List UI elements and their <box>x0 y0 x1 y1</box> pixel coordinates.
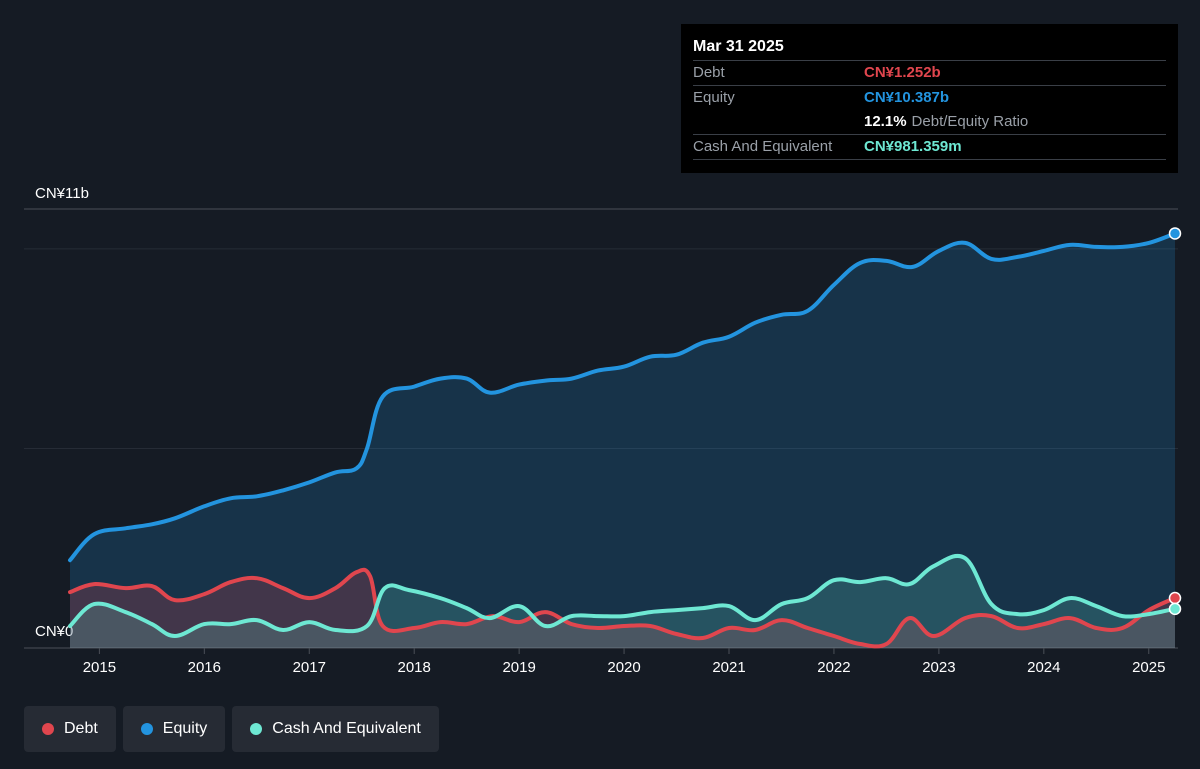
tooltip-ratio-value: 12.1% <box>864 113 907 130</box>
cash-area <box>70 555 1175 648</box>
x-tick-label-2020: 2020 <box>607 659 640 676</box>
tooltip: Mar 31 2025 Debt CN¥1.252b Equity CN¥10.… <box>681 24 1178 173</box>
y-tick-label-min: CN¥0 <box>35 623 73 640</box>
x-tick-label-2015: 2015 <box>83 659 116 676</box>
legend-item-cash[interactable]: Cash And Equivalent <box>232 706 439 752</box>
x-tick-label-2023: 2023 <box>922 659 955 676</box>
legend: Debt Equity Cash And Equivalent <box>24 706 439 752</box>
equity-area <box>70 233 1175 648</box>
legend-label-debt: Debt <box>64 720 98 737</box>
legend-label-equity: Equity <box>162 720 208 737</box>
legend-label-cash: Cash And Equivalent <box>272 720 421 737</box>
tooltip-equity-value: CN¥10.387b <box>864 89 950 106</box>
x-tick-label-2019: 2019 <box>502 659 535 676</box>
equity-line <box>68 231 1177 563</box>
x-tick-label-2018: 2018 <box>398 659 431 676</box>
debt-end-point[interactable] <box>1168 591 1182 605</box>
x-tick-label-2021: 2021 <box>712 659 745 676</box>
cash-line <box>68 553 1177 638</box>
x-tick-label-2025: 2025 <box>1132 659 1165 676</box>
debt-dot-icon <box>42 723 54 735</box>
tooltip-row-debt: Debt CN¥1.252b <box>693 60 1166 85</box>
tooltip-cash-value: CN¥981.359m <box>864 138 962 155</box>
equity-end-point[interactable] <box>1168 227 1182 240</box>
tooltip-debt-label: Debt <box>693 64 725 81</box>
x-tick-label-2022: 2022 <box>817 659 850 676</box>
cash-end-point[interactable] <box>1168 602 1182 616</box>
debt-area <box>70 569 1175 648</box>
tooltip-row-equity: Equity CN¥10.387b <box>693 85 1166 110</box>
y-tick-label-max: CN¥11b <box>35 185 89 202</box>
cash-dot-icon <box>250 723 263 735</box>
tooltip-row-cash: Cash And Equivalent CN¥981.359m <box>693 134 1166 160</box>
tooltip-equity-label: Equity <box>693 89 735 106</box>
tooltip-debt-value: CN¥1.252b <box>864 64 941 81</box>
legend-item-equity[interactable]: Equity <box>122 706 226 752</box>
x-tick-label-2017: 2017 <box>293 659 326 676</box>
legend-item-debt[interactable]: Debt <box>24 706 116 752</box>
tooltip-row-ratio: 12.1% Debt/Equity Ratio <box>693 110 1166 134</box>
x-tick-label-2024: 2024 <box>1027 659 1060 676</box>
equity-dot-icon <box>140 723 153 735</box>
x-tick-label-2016: 2016 <box>188 659 221 676</box>
tooltip-date: Mar 31 2025 <box>693 38 784 55</box>
debt-line <box>68 567 1177 649</box>
tooltip-cash-label: Cash And Equivalent <box>693 138 833 155</box>
tooltip-ratio-label: Debt/Equity Ratio <box>911 113 1029 130</box>
